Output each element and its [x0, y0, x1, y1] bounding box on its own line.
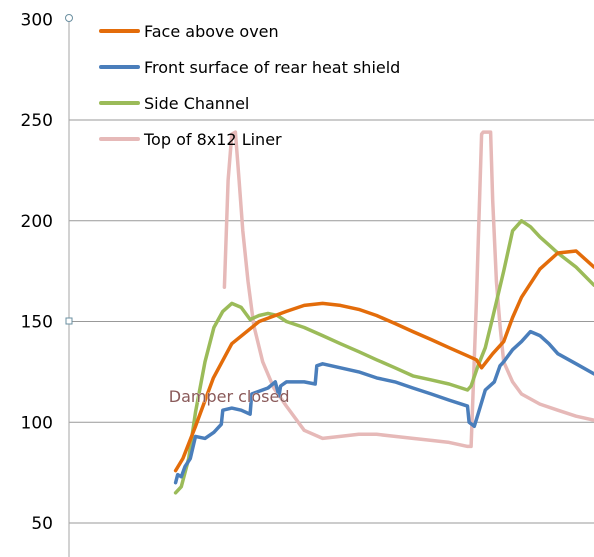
y-tick-label-150: 150	[21, 313, 53, 333]
y-tick-labels: 50 100 150 200 250 300	[21, 10, 53, 534]
legend-label-top-of-8x12-liner: Top of 8x12 Liner	[143, 130, 282, 149]
legend-label-face-above-oven: Face above oven	[144, 22, 279, 41]
series-line-side-channel	[173, 219, 594, 495]
y-tick-label-250: 250	[21, 111, 53, 131]
y-tick-label-50: 50	[31, 514, 53, 534]
legend-label-front-surface-of-rear-heat-shield: Front surface of rear heat shield	[144, 58, 400, 77]
y-tick-label-100: 100	[21, 413, 53, 433]
y-tick-label-300: 300	[21, 10, 53, 30]
y-axis	[65, 14, 73, 557]
axis-handle-middle[interactable]	[65, 317, 73, 325]
series-line-face-above-oven	[173, 249, 594, 473]
series-lines	[173, 130, 594, 495]
annotation-damper-closed: Damper closed	[169, 387, 290, 406]
axis-handle-top[interactable]	[65, 14, 73, 22]
legend: Face above oven Front surface of rear hea…	[99, 22, 400, 149]
y-tick-label-200: 200	[21, 212, 53, 232]
legend-label-side-channel: Side Channel	[144, 94, 249, 113]
gridlines	[69, 119, 594, 524]
series-line-front-surface-of-rear-heat-shield	[173, 329, 594, 485]
